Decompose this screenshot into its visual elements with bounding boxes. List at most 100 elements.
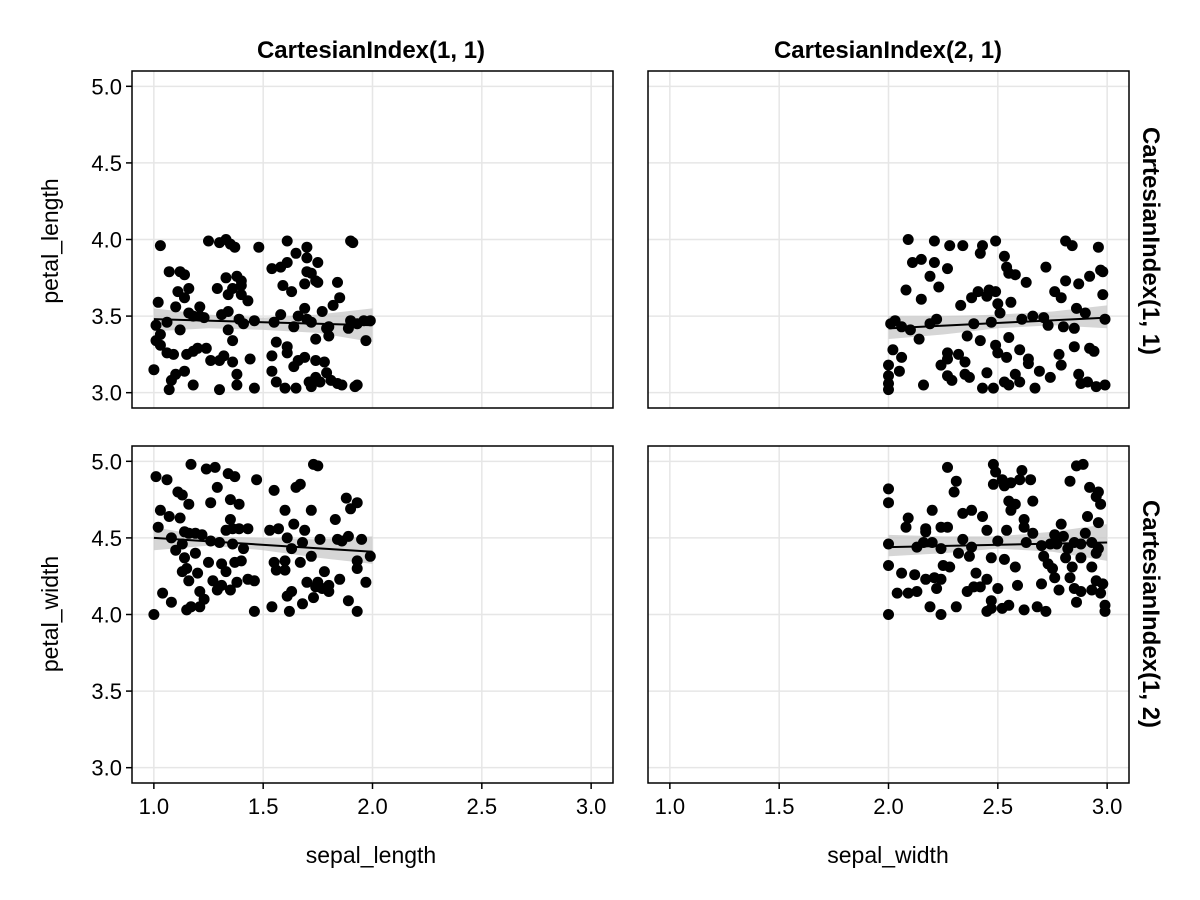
data-point	[351, 379, 363, 391]
data-point	[229, 241, 241, 253]
data-point	[297, 598, 308, 610]
data-point	[885, 318, 897, 330]
data-point	[1055, 518, 1067, 530]
data-point	[174, 512, 186, 524]
data-point	[1099, 313, 1111, 325]
data-point	[1086, 584, 1098, 596]
x-tick-label: 2.5	[467, 794, 498, 819]
data-point	[305, 504, 317, 516]
data-point	[1073, 278, 1085, 290]
data-point	[974, 335, 986, 347]
data-point	[1068, 341, 1080, 353]
data-point	[292, 310, 304, 322]
data-point	[1071, 596, 1082, 608]
data-point	[935, 573, 947, 585]
data-point	[163, 511, 175, 522]
data-point	[1097, 289, 1109, 301]
data-point	[1092, 486, 1104, 498]
panel-frame	[647, 70, 1130, 409]
data-point	[1005, 504, 1017, 516]
data-point	[176, 489, 188, 501]
data-point	[334, 292, 346, 304]
data-point	[977, 382, 988, 394]
data-point	[312, 460, 324, 472]
data-point	[345, 315, 357, 327]
data-point	[1003, 379, 1015, 391]
data-point	[329, 514, 341, 525]
data-point	[966, 504, 978, 516]
data-point	[281, 257, 293, 268]
data-point	[235, 280, 247, 291]
data-point	[150, 319, 162, 331]
data-point	[192, 342, 204, 354]
data-point	[264, 524, 276, 536]
data-point	[290, 382, 302, 394]
data-point	[290, 481, 302, 493]
data-point	[316, 306, 328, 317]
data-point	[351, 555, 363, 567]
data-point	[974, 581, 986, 593]
data-point	[981, 524, 993, 536]
data-point	[209, 461, 221, 473]
data-point	[963, 550, 975, 562]
data-point	[227, 356, 239, 368]
data-point	[883, 497, 894, 509]
data-point	[1003, 599, 1015, 611]
data-point	[356, 533, 368, 545]
y-tick-label: 4.5	[91, 526, 122, 551]
x-axis-label-col-1: sepal_length	[306, 842, 436, 868]
data-point	[953, 547, 964, 559]
data-point	[985, 552, 997, 564]
data-point	[203, 556, 214, 568]
trend-line	[153, 536, 373, 553]
data-point	[942, 370, 953, 382]
data-point	[1066, 240, 1078, 252]
data-point	[163, 266, 175, 278]
data-point	[187, 379, 199, 391]
data-point	[1075, 586, 1087, 597]
data-point	[342, 595, 354, 607]
data-point	[928, 235, 940, 247]
data-point	[154, 240, 166, 252]
data-point	[299, 351, 311, 363]
data-point	[157, 587, 169, 599]
data-point	[924, 318, 936, 330]
data-point	[1064, 475, 1076, 487]
data-point	[883, 384, 894, 396]
data-point	[887, 344, 899, 356]
y-tick-label: 3.0	[91, 756, 122, 781]
data-point	[301, 241, 313, 253]
data-point	[966, 541, 978, 553]
data-point	[990, 466, 1002, 478]
data-point	[915, 253, 927, 265]
trend-line	[888, 316, 1108, 330]
data-point	[926, 504, 938, 516]
data-point	[286, 543, 298, 555]
data-point	[266, 350, 278, 362]
data-point	[183, 283, 195, 294]
data-point	[1042, 319, 1054, 331]
data-point	[1099, 605, 1111, 617]
panel-r2-c1: 3.0 3.5 4.0 4.5 5.0 1.0 1.5 2.0 2.5 3.0	[91, 445, 614, 819]
data-point	[1020, 537, 1032, 548]
data-point	[183, 575, 195, 587]
data-point	[294, 556, 306, 568]
data-point	[953, 348, 964, 360]
data-point	[987, 382, 999, 394]
data-point	[1027, 495, 1039, 507]
data-point	[990, 286, 1002, 298]
data-point	[1001, 524, 1013, 536]
data-point	[207, 575, 219, 587]
data-point	[170, 301, 182, 313]
data-point	[345, 503, 357, 515]
y-tick-label: 4.5	[91, 151, 122, 176]
data-point	[1084, 270, 1096, 282]
data-point	[990, 235, 1002, 247]
data-point	[909, 569, 921, 581]
data-point	[214, 237, 225, 249]
data-point	[314, 533, 326, 545]
panel-r1-c1: 3.0 3.5 4.0 4.5 5.0	[91, 70, 614, 409]
data-point	[935, 609, 947, 620]
data-point	[196, 529, 208, 541]
data-point	[944, 240, 956, 252]
